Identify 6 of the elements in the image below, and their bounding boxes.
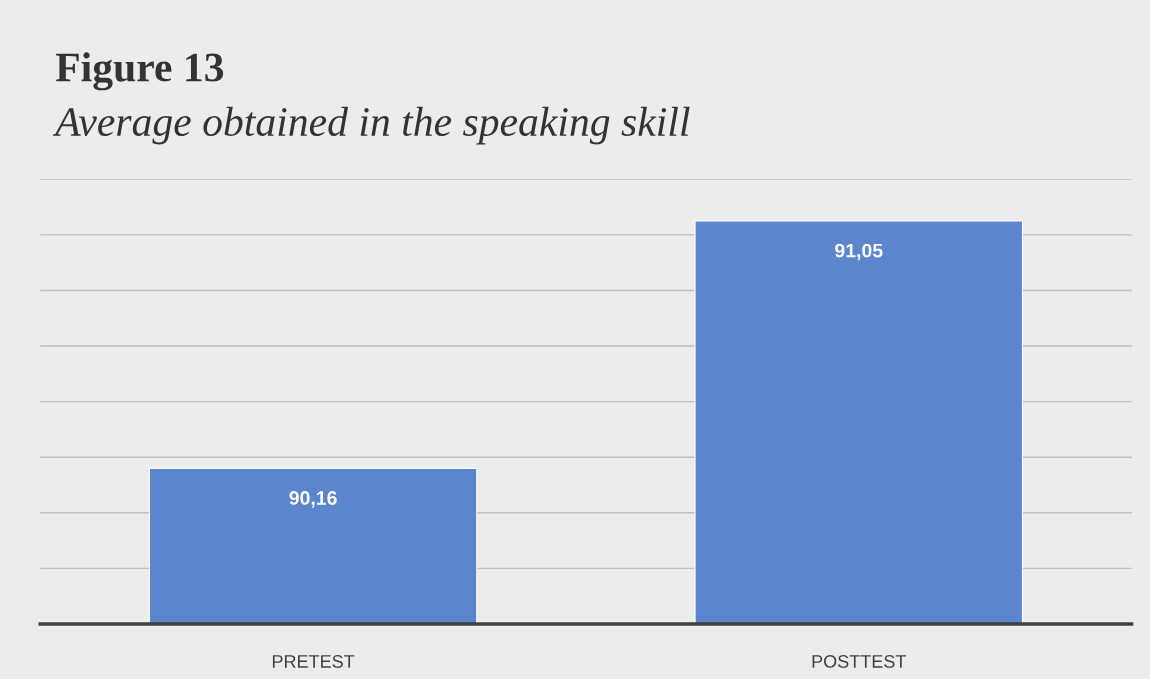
x-tick-label: POSTTEST — [812, 655, 906, 668]
chart-subtitle: Average obtained in the speaking skill — [52, 106, 690, 145]
data-label: 91,05 — [835, 243, 883, 261]
x-tick-label: PRETEST — [272, 655, 355, 668]
chart-title: Figure 13 — [55, 52, 224, 91]
data-label: 90,16 — [289, 491, 337, 508]
